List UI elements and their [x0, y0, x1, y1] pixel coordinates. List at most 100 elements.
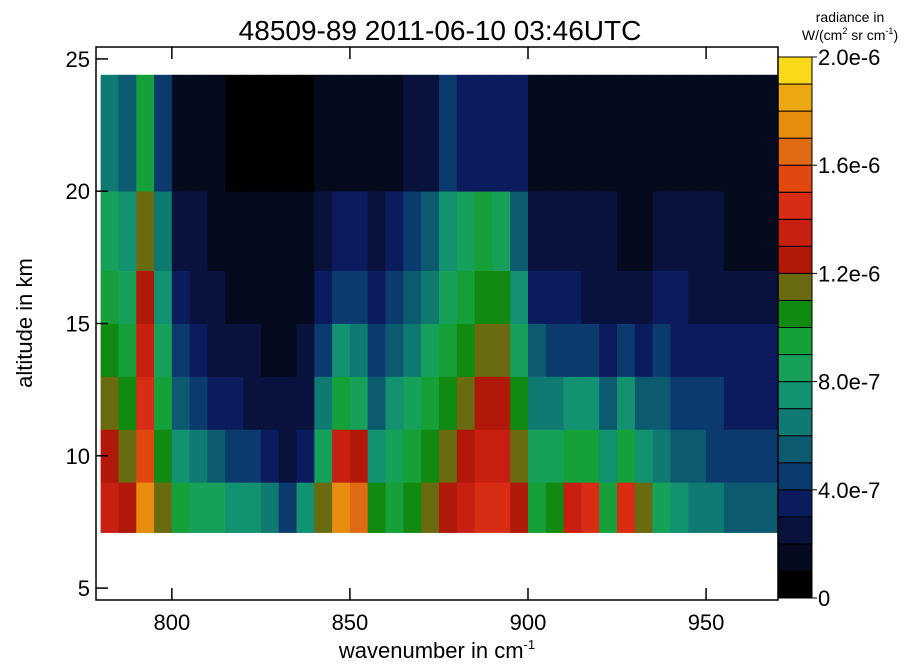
heatmap-cell	[403, 74, 422, 192]
heatmap-cell	[207, 376, 226, 430]
heatmap-cell	[652, 74, 671, 192]
colorbar-label-sup: 2	[842, 26, 847, 36]
heatmap-cell	[225, 482, 244, 533]
heatmap-cell	[349, 429, 369, 483]
colorbar-swatch	[777, 164, 813, 193]
heatmap-cell	[154, 429, 173, 483]
heatmap-cell	[385, 482, 404, 533]
heatmap-cell	[314, 323, 333, 377]
heatmap-cell	[652, 191, 671, 271]
colorbar-swatch	[777, 543, 813, 572]
heatmap-cell	[706, 323, 725, 377]
colorbar-label-part: sr cm	[847, 27, 885, 43]
heatmap-cell	[207, 191, 226, 271]
heatmap-cell	[510, 191, 529, 271]
heatmap-cell	[438, 74, 458, 192]
heatmap-cell	[100, 376, 119, 430]
heatmap-cell	[581, 191, 600, 271]
heatmap-cell	[688, 323, 707, 377]
heatmap-cell	[759, 323, 778, 377]
heatmap-cell	[706, 376, 725, 430]
heatmap-cell	[118, 270, 137, 324]
colorbar-tick-label: 1.2e-6	[818, 261, 880, 286]
heatmap-cell	[617, 74, 636, 192]
colorbar-label-sup: -1	[885, 26, 893, 36]
heatmap-cell	[438, 376, 458, 430]
heatmap-cell	[278, 74, 297, 192]
colorbar-swatch	[777, 462, 813, 491]
heatmap-cell	[563, 191, 582, 271]
heatmap-cell	[403, 376, 422, 430]
heatmap-cell	[314, 429, 333, 483]
heatmap-cell	[581, 429, 600, 483]
heatmap-cell	[367, 270, 386, 324]
heatmap-cell	[670, 74, 689, 192]
heatmap-cell	[652, 323, 671, 377]
heatmap-cell	[688, 429, 707, 483]
colorbar-tick-label: 1.6e-6	[818, 153, 880, 178]
colorbar-swatch	[777, 299, 813, 329]
heatmap-cell	[527, 482, 547, 533]
heatmap-cell	[100, 191, 119, 271]
heatmap-cell	[456, 191, 475, 271]
heatmap-cell	[349, 74, 369, 192]
colorbar-tick-label: 2.0e-6	[818, 45, 880, 70]
heatmap-cell	[314, 482, 333, 533]
heatmap-cell	[634, 191, 654, 271]
heatmap	[100, 74, 778, 533]
heatmap-cell	[154, 323, 173, 377]
heatmap-cell	[171, 376, 191, 430]
heatmap-cell	[510, 429, 529, 483]
heatmap-cell	[154, 74, 173, 192]
heatmap-cell	[349, 323, 369, 377]
colorbar-swatch	[777, 435, 813, 464]
colorbar-tick-label: 8.0e-7	[818, 370, 880, 395]
heatmap-cell	[474, 270, 493, 324]
x-tick-label: 900	[510, 610, 547, 635]
heatmap-cell	[617, 482, 636, 533]
heatmap-cell	[617, 376, 636, 430]
heatmap-cell	[154, 482, 173, 533]
heatmap-cell	[385, 191, 404, 271]
heatmap-cell	[100, 429, 119, 483]
heatmap-cell	[474, 482, 493, 533]
colorbar-swatch	[777, 191, 813, 220]
heatmap-cell	[421, 429, 440, 483]
heatmap-cell	[421, 191, 440, 271]
heatmap-cell	[296, 429, 315, 483]
heatmap-cell	[706, 482, 725, 533]
heatmap-cell	[456, 323, 475, 377]
heatmap-cell	[332, 482, 351, 533]
heatmap-cell	[599, 429, 618, 483]
heatmap-cell	[118, 376, 137, 430]
heatmap-cell	[260, 482, 280, 533]
heatmap-cell	[421, 270, 440, 324]
heatmap-cell	[367, 323, 386, 377]
heatmap-cell	[136, 74, 155, 192]
heatmap-cell	[634, 429, 654, 483]
heatmap-cell	[243, 74, 262, 192]
y-tick-label: 20	[66, 179, 90, 204]
heatmap-cell	[527, 191, 547, 271]
colorbar-swatch	[777, 327, 813, 356]
heatmap-cell	[688, 191, 707, 271]
x-tick-label: 950	[688, 610, 725, 635]
heatmap-cell	[706, 191, 725, 271]
colorbar-label-part: )	[893, 27, 898, 43]
heatmap-cell	[492, 482, 511, 533]
heatmap-cell	[759, 191, 778, 271]
heatmap-cell	[136, 376, 155, 430]
heatmap-cell	[332, 74, 351, 192]
heatmap-cell	[438, 429, 458, 483]
heatmap-cell	[581, 376, 600, 430]
heatmap-cell	[154, 270, 173, 324]
heatmap-cell	[527, 323, 547, 377]
heatmap-cell	[403, 482, 422, 533]
heatmap-cell	[296, 482, 315, 533]
heatmap-cell	[349, 191, 369, 271]
heatmap-cell	[652, 270, 671, 324]
heatmap-cell	[136, 429, 155, 483]
heatmap-cell	[617, 323, 636, 377]
heatmap-cell	[385, 323, 404, 377]
heatmap-cell	[759, 270, 778, 324]
